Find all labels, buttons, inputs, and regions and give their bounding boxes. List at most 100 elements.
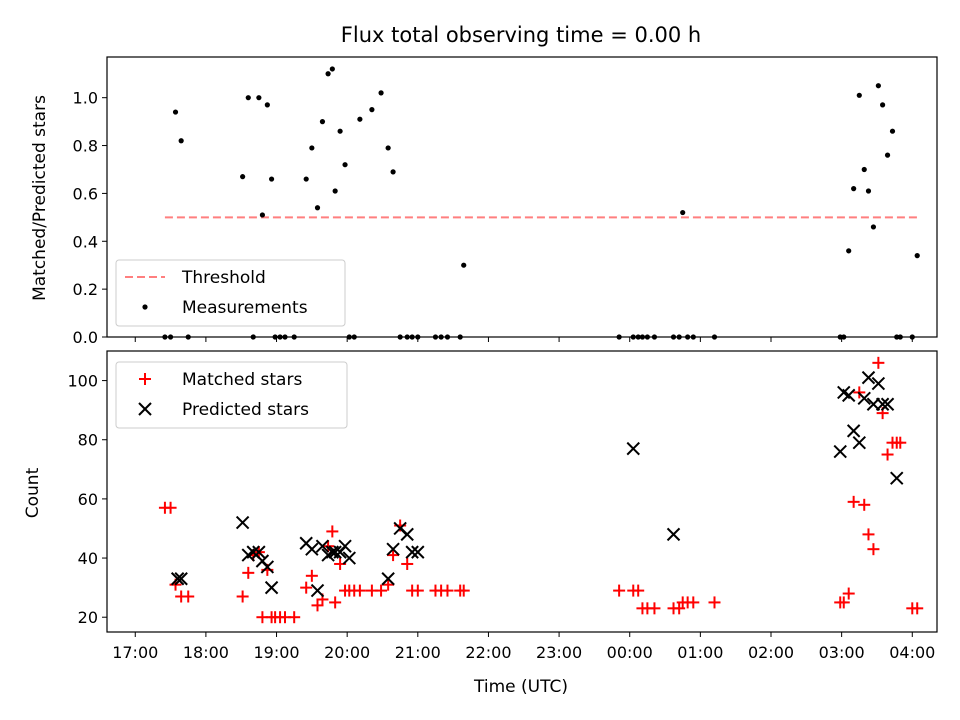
- bottom-y-axis-label: Count: [23, 467, 43, 518]
- matched-star-point: [382, 578, 395, 591]
- matched-star-point: [867, 543, 880, 556]
- matched-star-point: [182, 590, 195, 603]
- predicted-star-point: [400, 527, 414, 542]
- matched-star-point: [322, 540, 335, 553]
- chart-title: Flux total observing time = 0.00 h: [341, 23, 701, 47]
- legend-measurements-swatch: [142, 304, 148, 310]
- measurement-point: [264, 102, 270, 108]
- legend-measurements-label: Measurements: [182, 298, 308, 318]
- matched-star-point: [881, 448, 894, 461]
- matched-star-point: [305, 569, 318, 582]
- measurement-point: [861, 166, 867, 173]
- predicted-star-point: [666, 527, 681, 542]
- measurement-point: [178, 138, 184, 144]
- matched-star-point: [457, 584, 470, 597]
- matched-star-point: [894, 436, 907, 449]
- bottom-x-tick-label: 03:00: [819, 643, 865, 662]
- predicted-star-point: [857, 391, 871, 406]
- matched-star-point: [847, 495, 860, 508]
- predicted-star-point: [852, 435, 867, 450]
- matched-star-point: [236, 590, 249, 603]
- measurement-point: [342, 162, 348, 168]
- matched-star-point: [326, 525, 339, 538]
- matched-star-point: [648, 602, 661, 615]
- measurement-point: [240, 174, 246, 180]
- matched-star-point: [708, 596, 721, 609]
- measurement-point: [856, 92, 862, 98]
- matched-star-point: [632, 584, 645, 597]
- measurement-point: [369, 107, 375, 113]
- predicted-star-point: [875, 397, 890, 411]
- predicted-star-point: [411, 545, 425, 559]
- top-y-tick-label: 0.2: [73, 280, 98, 299]
- predicted-star-point: [833, 444, 847, 459]
- predicted-star-point: [890, 471, 904, 485]
- bottom-x-tick-label: 21:00: [395, 643, 441, 662]
- predicted-star-point: [861, 370, 876, 385]
- predicted-star-point: [846, 424, 861, 438]
- top-y-tick-label: 0.0: [73, 328, 98, 347]
- matched-star-point: [401, 557, 414, 570]
- matched-star-point: [375, 584, 388, 597]
- matched-star-point: [613, 584, 626, 597]
- predicted-star-point: [381, 572, 395, 586]
- bottom-y-tick-label: 20: [78, 608, 98, 627]
- matched-star-point: [288, 611, 301, 624]
- measurement-point: [319, 119, 326, 125]
- matched-star-point: [687, 596, 700, 609]
- predicted-star-point: [235, 515, 250, 530]
- top-y-tick-label: 0.6: [73, 184, 98, 203]
- measurement-point: [337, 128, 343, 134]
- predicted-star-point: [342, 551, 356, 565]
- matched-star-point: [872, 356, 885, 369]
- legend-matched-swatch: [139, 373, 151, 385]
- measurement-point: [329, 66, 335, 72]
- bottom-x-tick-label: 19:00: [253, 643, 299, 662]
- measurement-point: [357, 116, 363, 122]
- measurement-point: [865, 188, 872, 194]
- matched-star-point: [300, 581, 313, 594]
- bottom-plot-area: 20 40 60 80 100 17:00 18:00 19:00 20:00 21:00 22:0…: [67, 350, 938, 662]
- measurement-point: [914, 253, 920, 259]
- top-y-tick-label: 0.8: [73, 137, 98, 156]
- bottom-x-tick-label: 00:00: [607, 643, 653, 662]
- predicted-star-point: [174, 572, 188, 586]
- predicted-star-point: [405, 545, 419, 559]
- measurement-point: [870, 224, 877, 230]
- predicted-star-point: [841, 388, 856, 403]
- bottom-y-tick-label: 80: [78, 431, 98, 450]
- legend-predicted-swatch: [138, 402, 152, 416]
- measurement-point: [680, 209, 686, 216]
- measurement-point: [309, 145, 315, 151]
- bottom-x-tick-label: 22:00: [465, 643, 511, 662]
- matched-star-point: [164, 501, 177, 514]
- matched-star-point: [242, 566, 255, 579]
- top-axes-frame: [106, 56, 938, 338]
- top-y-tick-label: 1.0: [73, 89, 98, 108]
- measurement-point: [880, 102, 886, 108]
- matched-star-point: [441, 584, 454, 597]
- measurement-point: [385, 145, 391, 151]
- top-y-axis-label: Matched/Predicted stars: [30, 95, 50, 301]
- legend-predicted-label: Predicted stars: [182, 400, 309, 420]
- measurement-point: [378, 90, 384, 96]
- measurement-point: [259, 212, 266, 218]
- predicted-star-point: [880, 397, 895, 411]
- predicted-star-point: [386, 542, 400, 556]
- bottom-legend: Matched stars Predicted stars: [115, 361, 348, 429]
- measurement-point: [314, 205, 321, 211]
- predicted-star-point: [252, 545, 266, 559]
- measurement-point: [325, 71, 331, 77]
- matched-star-point: [858, 498, 871, 511]
- measurement-point: [851, 186, 857, 192]
- measurement-point: [172, 109, 179, 115]
- matched-star-point: [911, 602, 924, 615]
- measurement-point: [884, 152, 891, 158]
- measurement-point: [875, 83, 881, 89]
- bottom-x-tick-label: 18:00: [183, 643, 229, 662]
- top-legend: Threshold Measurements: [115, 259, 346, 327]
- predicted-star-point: [264, 580, 279, 595]
- predicted-star-point: [310, 583, 325, 598]
- bottom-y-tick-label: 60: [78, 490, 98, 509]
